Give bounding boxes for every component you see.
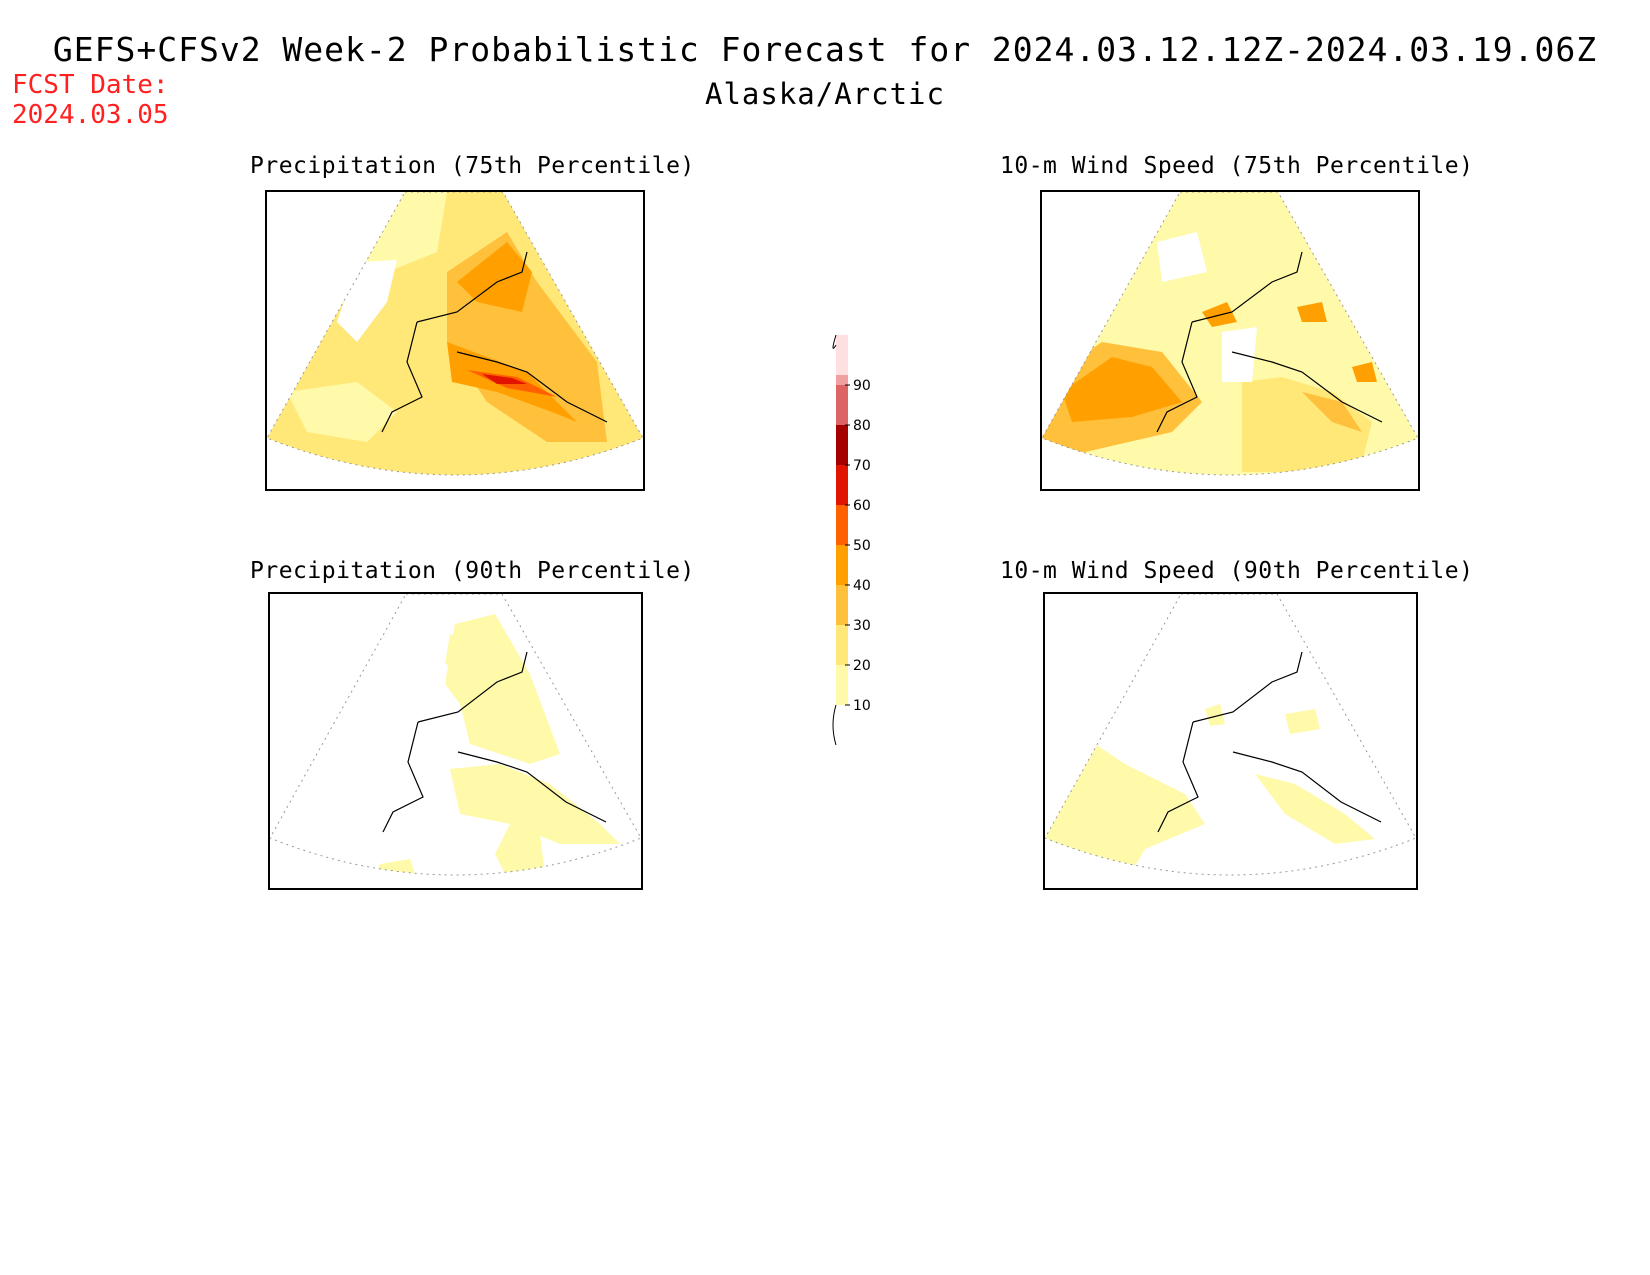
shade-60-70 <box>482 374 527 384</box>
map-wind90 <box>1045 594 1416 876</box>
colorbar-band <box>836 465 848 505</box>
shade-10-20 <box>1255 774 1375 844</box>
colorbar-band <box>836 385 848 425</box>
colorbar-tick-label: 10 <box>853 698 871 714</box>
shade-10-20 <box>445 614 560 764</box>
figure-subtitle: Alaska/Arctic <box>705 77 945 111</box>
colorbar-tick-label: 90 <box>853 378 871 394</box>
shade-40-50 <box>457 242 532 312</box>
map-panel-precip75 <box>265 190 645 491</box>
shade-30-40 <box>1302 392 1362 432</box>
coastline <box>382 651 607 833</box>
shade-none <box>1157 232 1207 282</box>
colorbar-band <box>836 665 848 705</box>
colorbar-band <box>836 585 848 625</box>
colorbar-outline <box>832 334 837 746</box>
grid-boundary <box>267 192 643 476</box>
shade-10-20 <box>450 764 620 844</box>
shade-none <box>337 260 397 342</box>
grid-boundary <box>1042 192 1418 476</box>
map-precip75 <box>267 192 643 476</box>
colorbar-band <box>836 425 848 465</box>
shade-10-20 <box>1205 704 1225 726</box>
colorbar-band <box>836 545 848 585</box>
shade-40-50 <box>1297 302 1327 322</box>
colorbar-tick-label: 70 <box>853 458 871 474</box>
shade-10-20 <box>445 634 470 669</box>
map-panel-precip90 <box>268 592 643 890</box>
colorbar-swatches: 10 20 30 40 50 60 70 80 90 <box>832 334 871 746</box>
shade-40-50 <box>1352 362 1377 382</box>
colorbar-band <box>836 625 848 665</box>
colorbar-tick-label: 50 <box>853 538 871 554</box>
grid-boundary <box>270 594 641 876</box>
map-wind75 <box>1042 192 1418 476</box>
coastline <box>1156 251 1383 433</box>
panel-title-wind90: 10-m Wind Speed (90th Percentile) <box>1000 558 1474 584</box>
coastline <box>381 251 608 433</box>
shade-none <box>1222 327 1257 382</box>
map-panel-wind75 <box>1040 190 1420 491</box>
shade-10-20 <box>287 382 397 442</box>
panel-title-precip90: Precipitation (90th Percentile) <box>250 558 695 584</box>
map-panel-wind90 <box>1043 592 1418 890</box>
coastline <box>1157 651 1382 833</box>
shade-40-50 <box>1202 302 1237 327</box>
forecast-date-block: FCST Date: 2024.03.05 <box>12 70 169 130</box>
shade-10-20 <box>370 859 420 875</box>
colorbar-tick-label: 20 <box>853 658 871 674</box>
grid-boundary <box>1045 594 1416 876</box>
colorbar-tick-label: 40 <box>853 578 871 594</box>
colorbar-band <box>836 505 848 545</box>
forecast-date-value: 2024.03.05 <box>12 100 169 130</box>
forecast-date-label: FCST Date: <box>12 70 169 100</box>
colorbar: 10 20 30 40 50 60 70 80 90 <box>820 334 880 746</box>
colorbar-tick-label: 30 <box>853 618 871 634</box>
shade-10-20 <box>1045 744 1205 875</box>
shade-40-50 <box>1062 357 1182 422</box>
colorbar-tick-label: 80 <box>853 418 871 434</box>
shade-10-20 <box>1285 709 1320 734</box>
colorbar-band <box>836 335 848 375</box>
map-precip90 <box>270 594 641 876</box>
panel-title-precip75: Precipitation (75th Percentile) <box>250 153 695 179</box>
colorbar-tick-label: 60 <box>853 498 871 514</box>
panel-title-wind75: 10-m Wind Speed (75th Percentile) <box>1000 153 1474 179</box>
figure-title: GEFS+CFSv2 Week-2 Probabilistic Forecast… <box>52 30 1598 69</box>
